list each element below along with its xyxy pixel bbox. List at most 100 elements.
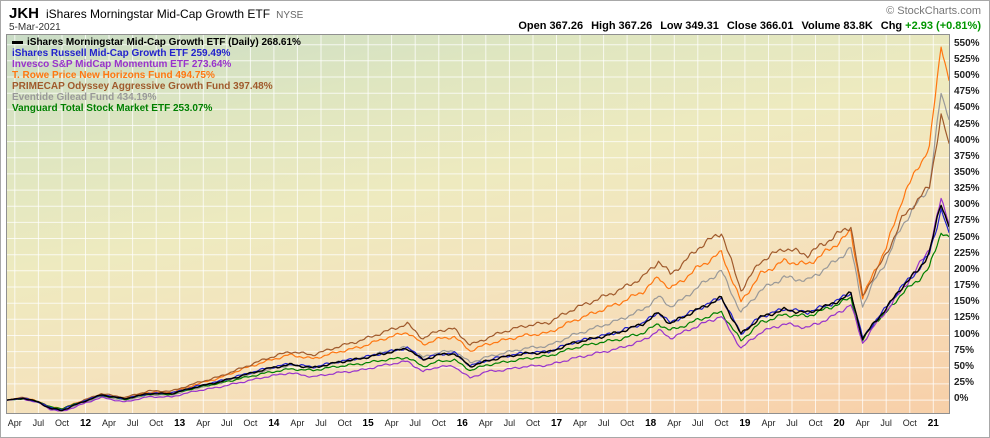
series-line-invesco	[7, 197, 949, 412]
x-tick-month-label: Oct	[337, 418, 352, 428]
y-tick-label: 300%	[954, 199, 980, 211]
x-tick-month-label: Oct	[525, 418, 541, 428]
series-line-vanguard	[7, 232, 949, 410]
y-tick-label: 325%	[954, 183, 980, 195]
x-tick-month-label: Oct	[620, 418, 635, 428]
quote-value: 367.26	[549, 20, 584, 32]
quote-value: 349.31	[685, 20, 719, 32]
x-tick-month-label: Apr	[196, 418, 211, 428]
chart-plot-area	[6, 34, 950, 414]
x-tick-month-label: Apr	[855, 418, 870, 428]
quote-label: Volume	[801, 20, 841, 32]
y-tick-label: 50%	[954, 360, 975, 372]
quote-item: Chg +2.93 (+0.81%)	[881, 20, 981, 32]
quote-item: Low 349.31	[660, 20, 719, 32]
x-tick-month-label: Jul	[315, 418, 327, 428]
y-tick-label: 25%	[954, 376, 975, 388]
legend-item: T. Rowe Price New Horizons Fund 494.75%	[12, 70, 301, 81]
chart-header: JKH iShares Morningstar Mid-Cap Growth E…	[9, 5, 303, 22]
y-tick-label: 200%	[954, 263, 980, 275]
x-tick-year-label: 13	[174, 418, 186, 429]
x-tick-month-label: Oct	[431, 418, 446, 428]
quote-item: High 367.26	[591, 20, 652, 32]
x-tick-year-label: 19	[739, 418, 751, 429]
legend-item-label: Invesco S&P MidCap Momentum ETF 273.64%	[12, 59, 232, 70]
legend-item: Eventide Gilead Fund 434.19%	[12, 92, 301, 103]
series-line-morningstar	[7, 204, 949, 412]
y-tick-label: 125%	[954, 312, 980, 324]
legend-line-swatch-icon	[12, 40, 23, 44]
quote-value: 83.8K	[843, 20, 873, 32]
x-tick-month-label: Jul	[503, 418, 516, 428]
y-tick-label: 250%	[954, 231, 980, 243]
legend-item: iShares Russell Mid-Cap Growth ETF 259.4…	[12, 48, 301, 59]
y-tick-label: 350%	[954, 166, 980, 178]
x-axis: Apr Jul Oct 12 Apr Jul Oct 13 Apr Jul Oct 14 Apr Jul O…	[1, 415, 989, 437]
legend-item-label: T. Rowe Price New Horizons Fund 494.75%	[12, 70, 215, 81]
x-tick-year-label: 21	[927, 418, 939, 429]
x-tick-month-label: Oct	[149, 418, 164, 428]
x-tick-month-label: Oct	[243, 418, 258, 428]
x-tick-year-label: 18	[645, 418, 657, 429]
quote-label: High	[591, 20, 616, 32]
quote-item: Volume 83.8K	[801, 20, 872, 32]
legend-item-label: Vanguard Total Stock Market ETF 253.07%	[12, 103, 213, 114]
x-tick-year-label: 17	[550, 418, 563, 429]
y-tick-label: 550%	[954, 37, 980, 49]
y-tick-label: 0%	[954, 393, 969, 405]
series-line-primecap	[7, 113, 949, 410]
y-tick-label: 150%	[954, 296, 980, 308]
x-tick-month-label: Jul	[221, 418, 233, 428]
x-tick-month-label: Oct	[54, 418, 70, 428]
legend-item-label: iShares Morningstar Mid-Cap Growth ETF (…	[27, 37, 301, 48]
quote-summary-row: Open 367.26 High 367.26 Low 349.31 Close 366.01…	[510, 20, 981, 32]
y-tick-label: 100%	[954, 328, 980, 340]
ticker-symbol: JKH	[9, 5, 40, 22]
x-tick-month-label: Oct	[714, 418, 729, 428]
quote-item: Close 366.01	[727, 20, 794, 32]
legend-item-label: iShares Russell Mid-Cap Growth ETF 259.4…	[12, 48, 231, 59]
x-tick-month-label: Apr	[761, 418, 776, 428]
y-tick-label: 275%	[954, 215, 980, 227]
x-tick-month-label: Jul	[32, 418, 45, 428]
quote-item: Open 367.26	[518, 20, 583, 32]
x-tick-year-label: 14	[268, 418, 280, 429]
y-tick-label: 75%	[954, 344, 975, 356]
x-tick-month-label: Jul	[692, 418, 704, 428]
x-tick-month-label: Apr	[101, 418, 117, 428]
y-tick-label: 425%	[954, 118, 980, 130]
stockcharts-copyright: © StockCharts.com	[886, 5, 981, 17]
series-line-eventide	[7, 92, 949, 411]
x-tick-month-label: Jul	[597, 418, 610, 428]
chart-date: 5-Mar-2021	[9, 22, 61, 33]
quote-value: 366.01	[759, 20, 794, 32]
x-tick-month-label: Jul	[786, 418, 798, 428]
exchange-label: NYSE	[276, 10, 304, 21]
x-tick-month-label: Apr	[7, 418, 22, 428]
x-tick-year-label: 15	[362, 418, 374, 429]
security-title: iShares Morningstar Mid-Cap Growth ETF	[46, 7, 271, 21]
x-tick-year-label: 16	[456, 418, 468, 429]
legend-item: iShares Morningstar Mid-Cap Growth ETF (…	[12, 37, 301, 48]
y-tick-label: 400%	[954, 134, 980, 146]
x-tick-month-label: Apr	[384, 418, 399, 428]
x-tick-year-label: 12	[79, 418, 92, 429]
y-axis: 550% 525% 500% 475% 450% 425% 400% 375% 350% 325%…	[952, 34, 989, 414]
perf-chart-svg	[7, 35, 949, 413]
legend-item: PRIMECAP Odyssey Aggressive Growth Fund …	[12, 81, 301, 92]
x-tick-month-label: Jul	[880, 418, 892, 428]
y-tick-label: 475%	[954, 86, 980, 98]
y-tick-label: 500%	[954, 70, 980, 81]
x-tick-month-label: Oct	[902, 418, 917, 428]
quote-label: Low	[660, 20, 683, 32]
x-tick-month-label: Apr	[290, 418, 305, 428]
y-tick-label: 525%	[954, 53, 980, 65]
x-tick-month-label: Apr	[572, 418, 588, 428]
y-tick-label: 450%	[954, 102, 980, 114]
legend: iShares Morningstar Mid-Cap Growth ETF (…	[12, 37, 301, 114]
legend-item-label: PRIMECAP Odyssey Aggressive Growth Fund …	[12, 81, 273, 92]
legend-item-label: Eventide Gilead Fund 434.19%	[12, 92, 157, 103]
x-tick-year-label: 20	[833, 418, 845, 429]
quote-label: Chg	[880, 20, 903, 32]
